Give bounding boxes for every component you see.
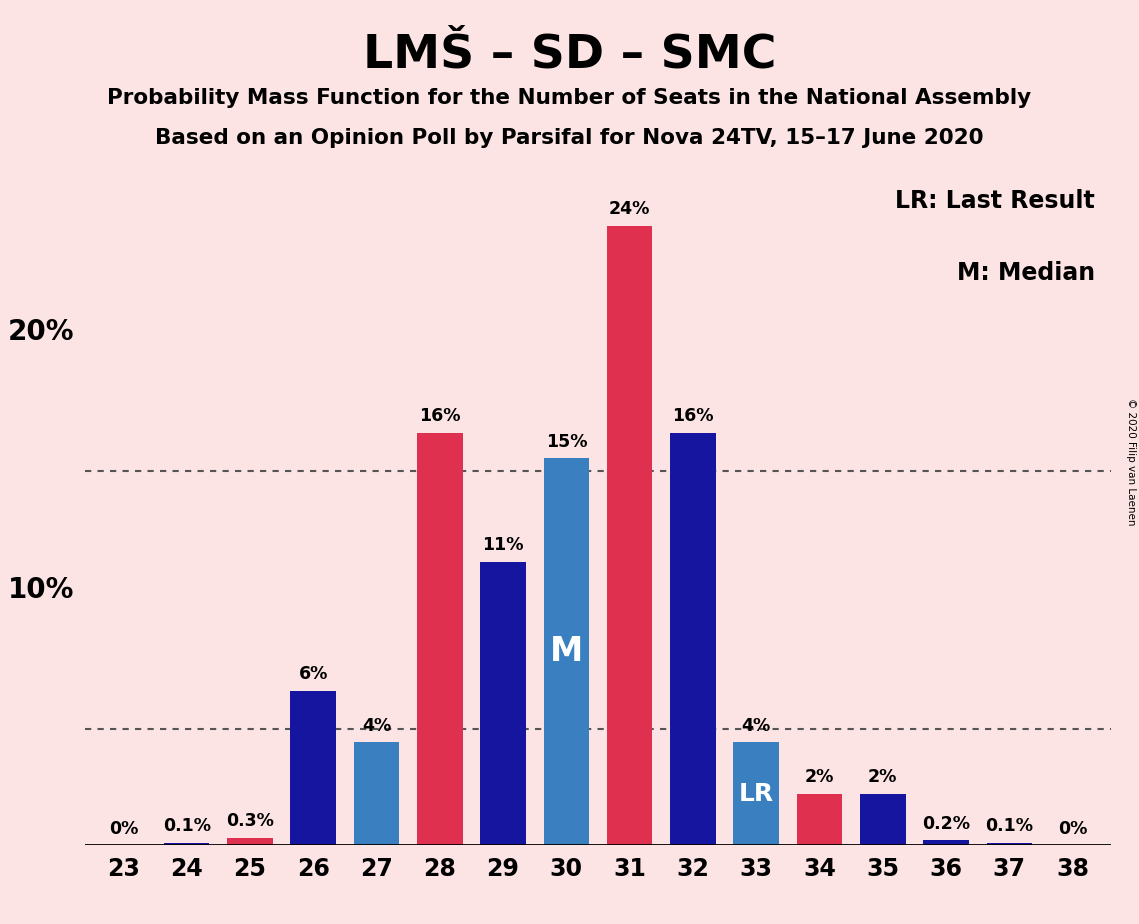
Bar [227, 838, 272, 845]
Text: 4%: 4% [362, 716, 391, 735]
Bar [670, 432, 715, 845]
Text: LR: LR [738, 782, 773, 806]
Text: LMŠ – SD – SMC: LMŠ – SD – SMC [362, 32, 777, 78]
Bar [543, 458, 589, 845]
Bar [860, 794, 906, 845]
Bar [734, 742, 779, 845]
Bar [796, 794, 842, 845]
Text: 0.1%: 0.1% [163, 817, 211, 835]
Text: LR: Last Result: LR: Last Result [895, 189, 1096, 213]
Text: M: Median: M: Median [957, 261, 1096, 285]
Text: 11%: 11% [482, 536, 524, 553]
Text: M: M [550, 636, 583, 668]
Text: Based on an Opinion Poll by Parsifal for Nova 24TV, 15–17 June 2020: Based on an Opinion Poll by Parsifal for… [155, 128, 984, 148]
Bar [417, 432, 462, 845]
Text: 2%: 2% [805, 768, 834, 786]
Text: © 2020 Filip van Laenen: © 2020 Filip van Laenen [1126, 398, 1136, 526]
Text: Probability Mass Function for the Number of Seats in the National Assembly: Probability Mass Function for the Number… [107, 88, 1032, 108]
Text: 0.2%: 0.2% [921, 815, 970, 833]
Text: 24%: 24% [609, 201, 650, 218]
Bar [986, 843, 1032, 845]
Text: 0%: 0% [108, 820, 138, 838]
Text: 16%: 16% [419, 407, 460, 425]
Bar [290, 690, 336, 845]
Text: 0%: 0% [1058, 820, 1088, 838]
Text: 6%: 6% [298, 665, 328, 683]
Bar [354, 742, 400, 845]
Text: 15%: 15% [546, 432, 587, 451]
Text: 0.3%: 0.3% [226, 812, 273, 830]
Text: 16%: 16% [672, 407, 714, 425]
Text: 0.1%: 0.1% [985, 817, 1033, 835]
Bar [607, 226, 653, 845]
Bar [164, 843, 210, 845]
Text: 2%: 2% [868, 768, 898, 786]
Text: 4%: 4% [741, 716, 771, 735]
Bar [924, 840, 969, 845]
Bar [481, 562, 526, 845]
